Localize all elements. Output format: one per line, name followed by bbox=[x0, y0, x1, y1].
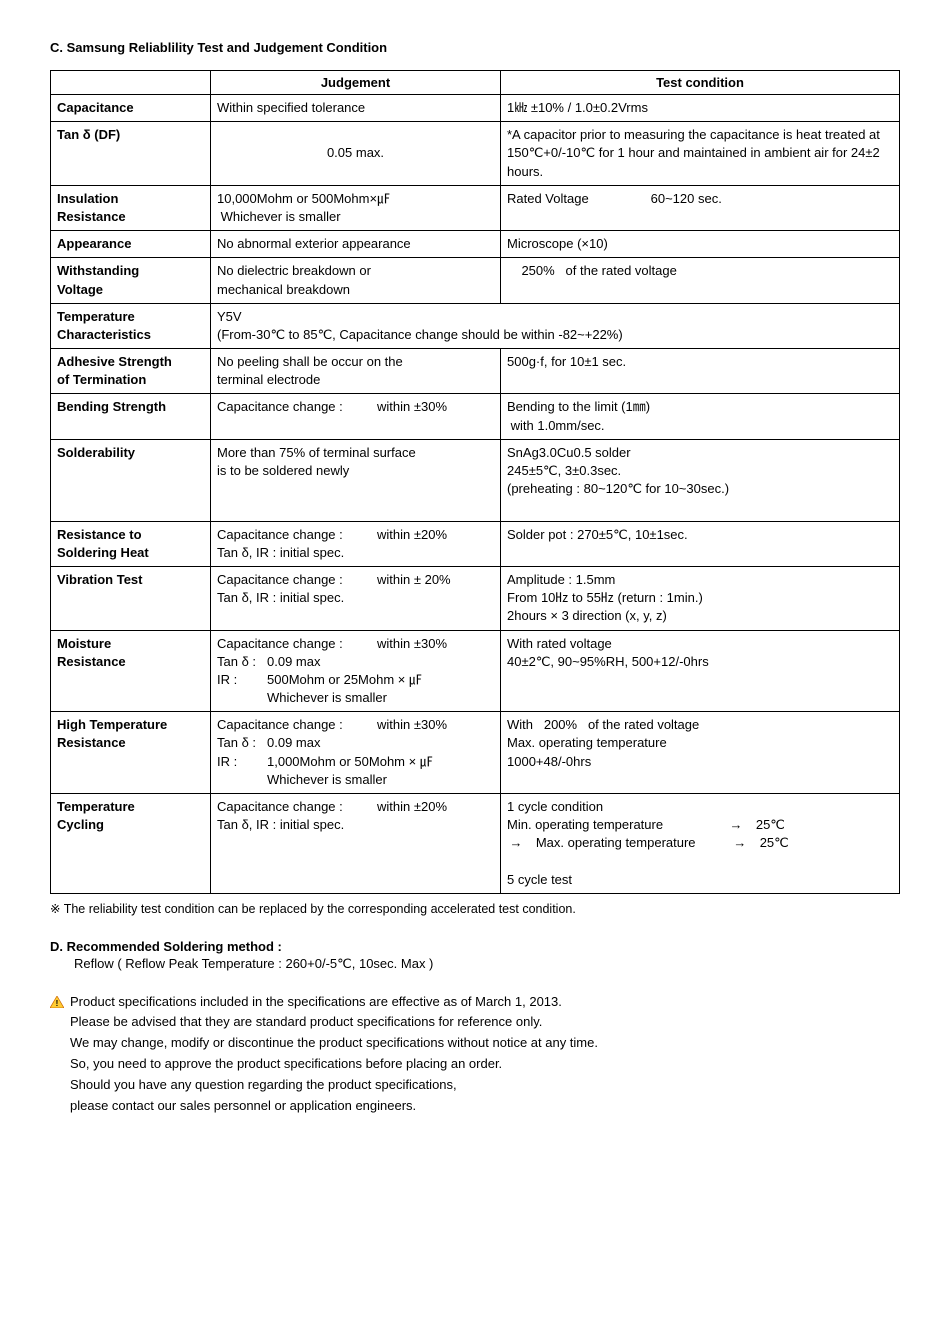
row-resist-heat: Resistance to Soldering Heat Capacitance… bbox=[51, 521, 900, 566]
label: Bending Strength bbox=[51, 394, 211, 439]
judgement: No abnormal exterior appearance bbox=[211, 231, 501, 258]
section-d-body: Reflow ( Reflow Peak Temperature : 260+0… bbox=[74, 956, 900, 972]
judgement: Capacitance change :within ±20% Tan δ, I… bbox=[211, 794, 501, 894]
judgement: Capacitance change :within ±20% Tan δ, I… bbox=[211, 521, 501, 566]
reliability-table: Judgement Test condition Capacitance Wit… bbox=[50, 70, 900, 894]
judgement: Capacitance change :within ±30% Tan δ :0… bbox=[211, 712, 501, 794]
judgement: 10,000Mohm or 500Mohm×㎌ Whichever is sma… bbox=[211, 185, 501, 230]
row-withstanding: Withstanding Voltage No dielectric break… bbox=[51, 258, 900, 303]
condition: *A capacitor prior to measuring the capa… bbox=[501, 122, 900, 186]
row-moisture: Moisture Resistance Capacitance change :… bbox=[51, 630, 900, 712]
arrow-right-icon: → bbox=[507, 834, 525, 852]
label: Vibration Test bbox=[51, 566, 211, 630]
footnote: ※ The reliability test condition can be … bbox=[50, 900, 900, 919]
label: High Temperature Resistance bbox=[51, 712, 211, 794]
judgement: No dielectric breakdown or mechanical br… bbox=[211, 258, 501, 303]
condition: Rated Voltage 60~120 sec. bbox=[501, 185, 900, 230]
svg-text:!: ! bbox=[56, 999, 59, 1008]
row-appearance: Appearance No abnormal exterior appearan… bbox=[51, 231, 900, 258]
header-blank bbox=[51, 71, 211, 95]
row-temp-char: Temperature Characteristics Y5V (From-30… bbox=[51, 303, 900, 348]
label: Temperature Cycling bbox=[51, 794, 211, 894]
judgement: Capacitance change :within ±30% bbox=[211, 394, 501, 439]
label: Moisture Resistance bbox=[51, 630, 211, 712]
notice-line: We may change, modify or discontinue the… bbox=[70, 1033, 900, 1054]
label: Withstanding Voltage bbox=[51, 258, 211, 303]
row-capacitance: Capacitance Within specified tolerance 1… bbox=[51, 95, 900, 122]
row-high-temp: High Temperature Resistance Capacitance … bbox=[51, 712, 900, 794]
judgement: Capacitance change :within ±30% Tan δ :0… bbox=[211, 630, 501, 712]
row-bending: Bending Strength Capacitance change :wit… bbox=[51, 394, 900, 439]
condition: 1 cycle condition Min. operating tempera… bbox=[501, 794, 900, 894]
label: Tan δ (DF) bbox=[51, 122, 211, 186]
notice-line: Please be advised that they are standard… bbox=[70, 1012, 900, 1033]
condition: Microscope (×10) bbox=[501, 231, 900, 258]
condition: 500g·f, for 10±1 sec. bbox=[501, 349, 900, 394]
row-tan-delta: Tan δ (DF) 0.05 max. *A capacitor prior … bbox=[51, 122, 900, 186]
notice-line: Product specifications included in the s… bbox=[70, 992, 562, 1013]
header-condition: Test condition bbox=[501, 71, 900, 95]
condition: With rated voltage 40±2℃, 90~95%RH, 500+… bbox=[501, 630, 900, 712]
judgement: Capacitance change :within ± 20% Tan δ, … bbox=[211, 566, 501, 630]
label: Temperature Characteristics bbox=[51, 303, 211, 348]
judgement: Within specified tolerance bbox=[211, 95, 501, 122]
row-adhesive: Adhesive Strength of Termination No peel… bbox=[51, 349, 900, 394]
label: Capacitance bbox=[51, 95, 211, 122]
judgement: More than 75% of terminal surface is to … bbox=[211, 439, 501, 521]
notice-block: ! Product specifications included in the… bbox=[50, 992, 900, 1117]
judgement: 0.05 max. bbox=[211, 122, 501, 186]
condition: SnAg3.0Cu0.5 solder 245±5℃, 3±0.3sec. (p… bbox=[501, 439, 900, 521]
label: Appearance bbox=[51, 231, 211, 258]
condition: Solder pot : 270±5℃, 10±1sec. bbox=[501, 521, 900, 566]
label: Resistance to Soldering Heat bbox=[51, 521, 211, 566]
section-d-title: D. Recommended Soldering method : bbox=[50, 939, 900, 954]
section-c-title: C. Samsung Reliablility Test and Judgeme… bbox=[50, 40, 900, 55]
condition: Bending to the limit (1㎜) with 1.0mm/sec… bbox=[501, 394, 900, 439]
notice-line: Should you have any question regarding t… bbox=[70, 1075, 900, 1096]
arrow-right-icon: → bbox=[727, 816, 745, 834]
condition: 1㎑ ±10% / 1.0±0.2Vrms bbox=[501, 95, 900, 122]
judgement: No peeling shall be occur on the termina… bbox=[211, 349, 501, 394]
row-vibration: Vibration Test Capacitance change :withi… bbox=[51, 566, 900, 630]
row-cycling: Temperature Cycling Capacitance change :… bbox=[51, 794, 900, 894]
label: Solderability bbox=[51, 439, 211, 521]
warning-icon: ! bbox=[50, 994, 64, 1006]
arrow-right-icon: → bbox=[731, 834, 749, 852]
judgement: Y5V (From-30℃ to 85℃, Capacitance change… bbox=[211, 303, 900, 348]
row-solderability: Solderability More than 75% of terminal … bbox=[51, 439, 900, 521]
header-judgement: Judgement bbox=[211, 71, 501, 95]
label: Insulation Resistance bbox=[51, 185, 211, 230]
notice-line: So, you need to approve the product spec… bbox=[70, 1054, 900, 1075]
row-insulation: Insulation Resistance 10,000Mohm or 500M… bbox=[51, 185, 900, 230]
notice-line: please contact our sales personnel or ap… bbox=[70, 1096, 900, 1117]
label: Adhesive Strength of Termination bbox=[51, 349, 211, 394]
condition: With 200% of the rated voltage Max. oper… bbox=[501, 712, 900, 794]
condition: 250% of the rated voltage bbox=[501, 258, 900, 303]
condition: Amplitude : 1.5mm From 10㎐ to 55㎐ (retur… bbox=[501, 566, 900, 630]
